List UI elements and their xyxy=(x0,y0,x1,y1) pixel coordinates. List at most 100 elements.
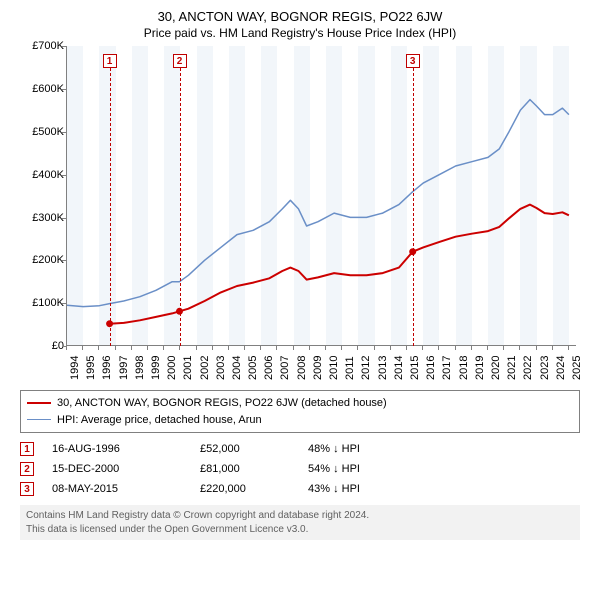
sale-row: 1 16-AUG-1996 £52,000 48% ↓ HPI xyxy=(20,439,580,459)
footer-line-1: Contains HM Land Registry data © Crown c… xyxy=(26,509,574,523)
x-axis-tick-label: 2021 xyxy=(506,356,518,380)
x-axis-tick-label: 1996 xyxy=(101,356,113,380)
x-axis-tick-label: 1997 xyxy=(118,356,130,380)
chart-box: 123 £0£100K£200K£300K£400K£500K£600K£700… xyxy=(20,46,580,386)
y-axis-tick xyxy=(62,303,66,304)
sales-table: 1 16-AUG-1996 £52,000 48% ↓ HPI 2 15-DEC-2000… xyxy=(20,439,580,499)
y-axis-tick xyxy=(62,46,66,47)
y-axis-tick-label: £300K xyxy=(24,212,64,224)
x-axis-tick-label: 2012 xyxy=(360,356,372,380)
x-axis-tick xyxy=(66,346,67,350)
x-axis-tick xyxy=(196,346,197,350)
chart-container: 30, ANCTON WAY, BOGNOR REGIS, PO22 6JW P… xyxy=(0,0,600,590)
x-axis-tick xyxy=(82,346,83,350)
x-axis-tick-label: 2003 xyxy=(215,356,227,380)
y-axis-tick-label: £700K xyxy=(24,40,64,52)
sale-price: £220,000 xyxy=(200,483,290,495)
x-axis-tick xyxy=(276,346,277,350)
x-axis-tick-label: 2007 xyxy=(279,356,291,380)
sale-row: 3 08-MAY-2015 £220,000 43% ↓ HPI xyxy=(20,479,580,499)
x-axis-tick-label: 2014 xyxy=(393,356,405,380)
y-axis-tick xyxy=(62,218,66,219)
x-axis-tick-label: 2018 xyxy=(458,356,470,380)
x-axis-tick xyxy=(519,346,520,350)
x-axis-tick-label: 1994 xyxy=(69,356,81,380)
x-axis-tick xyxy=(115,346,116,350)
x-axis-tick xyxy=(503,346,504,350)
x-axis-tick-label: 1998 xyxy=(134,356,146,380)
x-axis-tick-label: 2025 xyxy=(571,356,583,380)
x-axis-tick-label: 2023 xyxy=(539,356,551,380)
x-axis-tick-label: 2022 xyxy=(522,356,534,380)
x-axis-tick xyxy=(471,346,472,350)
y-axis-tick-label: £0 xyxy=(24,340,64,352)
chart-title: 30, ANCTON WAY, BOGNOR REGIS, PO22 6JW xyxy=(12,8,588,26)
x-axis-tick xyxy=(487,346,488,350)
x-axis-tick xyxy=(293,346,294,350)
sale-marker-2: 2 xyxy=(173,54,187,68)
x-axis-tick-label: 2016 xyxy=(425,356,437,380)
x-axis-tick-label: 2002 xyxy=(199,356,211,380)
x-axis-tick-label: 2011 xyxy=(344,357,356,381)
x-axis-tick-label: 1995 xyxy=(85,356,97,380)
x-axis-tick xyxy=(438,346,439,350)
sale-vs-hpi: 48% ↓ HPI xyxy=(308,443,408,455)
x-axis-tick xyxy=(325,346,326,350)
sale-marker-3: 3 xyxy=(406,54,420,68)
sale-marker-line xyxy=(180,68,181,346)
x-axis-tick xyxy=(536,346,537,350)
legend-item: 30, ANCTON WAY, BOGNOR REGIS, PO22 6JW (… xyxy=(27,395,573,412)
sale-date: 08-MAY-2015 xyxy=(52,483,182,495)
plot-area: 1 2 3 xyxy=(66,46,576,346)
x-axis-tick-label: 2000 xyxy=(166,356,178,380)
y-axis-tick xyxy=(62,89,66,90)
sale-row-marker: 2 xyxy=(20,462,34,476)
legend-label: 30, ANCTON WAY, BOGNOR REGIS, PO22 6JW (… xyxy=(57,395,387,412)
sale-vs-hpi: 43% ↓ HPI xyxy=(308,483,408,495)
x-axis-tick xyxy=(422,346,423,350)
series-hpi xyxy=(67,100,569,307)
x-axis-tick-label: 2010 xyxy=(328,356,340,380)
x-axis-tick xyxy=(98,346,99,350)
sale-marker-line xyxy=(413,68,414,346)
x-axis-tick xyxy=(374,346,375,350)
x-axis-tick-label: 2017 xyxy=(441,356,453,380)
x-axis-tick xyxy=(163,346,164,350)
legend-item: HPI: Average price, detached house, Arun xyxy=(27,412,573,429)
y-axis-tick-label: £600K xyxy=(24,83,64,95)
x-axis-tick-label: 2006 xyxy=(263,356,275,380)
footer-line-2: This data is licensed under the Open Gov… xyxy=(26,523,574,537)
y-axis-tick-label: £200K xyxy=(24,254,64,266)
sale-marker-1: 1 xyxy=(103,54,117,68)
chart-lines-svg xyxy=(67,46,577,346)
x-axis-tick-label: 2019 xyxy=(474,356,486,380)
sale-price: £81,000 xyxy=(200,463,290,475)
sale-price: £52,000 xyxy=(200,443,290,455)
x-axis-tick-label: 1999 xyxy=(150,356,162,380)
x-axis-tick xyxy=(309,346,310,350)
legend-swatch xyxy=(27,402,51,404)
sale-marker-line xyxy=(110,68,111,346)
x-axis-tick xyxy=(147,346,148,350)
x-axis-tick xyxy=(260,346,261,350)
sale-row: 2 15-DEC-2000 £81,000 54% ↓ HPI xyxy=(20,459,580,479)
y-axis-tick-label: £400K xyxy=(24,169,64,181)
chart-subtitle: Price paid vs. HM Land Registry's House … xyxy=(12,26,588,40)
x-axis-tick xyxy=(228,346,229,350)
x-axis-tick xyxy=(357,346,358,350)
series-price_paid xyxy=(110,205,569,324)
sale-vs-hpi: 54% ↓ HPI xyxy=(308,463,408,475)
sale-date: 15-DEC-2000 xyxy=(52,463,182,475)
footer-attribution: Contains HM Land Registry data © Crown c… xyxy=(20,505,580,540)
sale-row-marker: 1 xyxy=(20,442,34,456)
legend-box: 30, ANCTON WAY, BOGNOR REGIS, PO22 6JW (… xyxy=(20,390,580,433)
y-axis-tick-label: £100K xyxy=(24,297,64,309)
x-axis-tick-label: 2005 xyxy=(247,356,259,380)
x-axis-tick xyxy=(455,346,456,350)
x-axis-tick-label: 2001 xyxy=(182,356,194,380)
sale-date: 16-AUG-1996 xyxy=(52,443,182,455)
y-axis-tick xyxy=(62,175,66,176)
x-axis-tick xyxy=(406,346,407,350)
sale-row-marker: 3 xyxy=(20,482,34,496)
y-axis-tick-label: £500K xyxy=(24,126,64,138)
